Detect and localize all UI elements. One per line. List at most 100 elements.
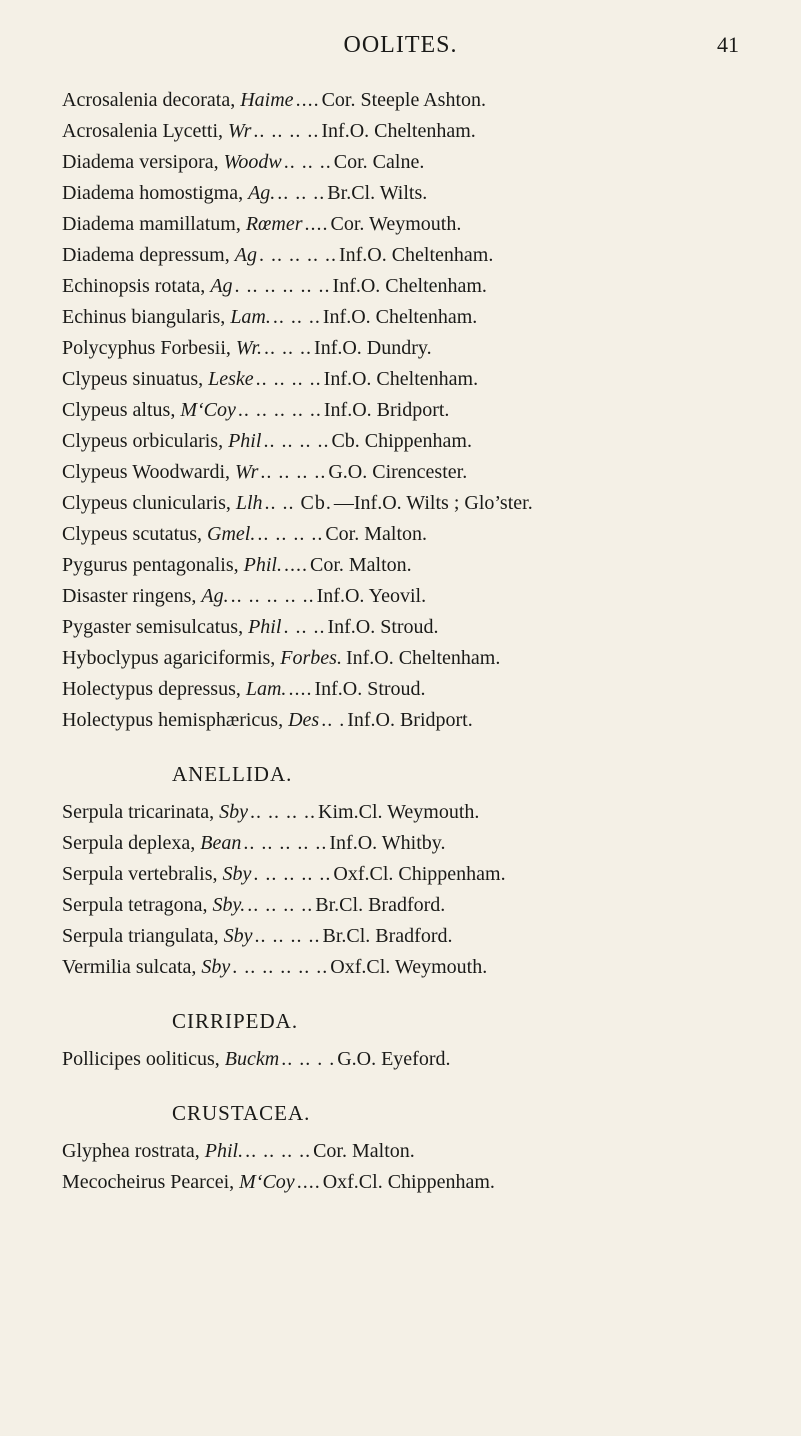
species-label: Pollicipes ooliticus, [62, 1048, 220, 1070]
species-name: Clypeus orbicularis, Phil [62, 426, 261, 457]
entry-row: Clypeus sinuatus, Leske .. .. .. .. Inf.… [62, 364, 739, 395]
species-name: Clypeus sinuatus, Leske [62, 364, 254, 395]
species-name: Vermilia sulcata, Sby [62, 952, 230, 983]
entry-row: Polycyphus Forbesii, Wr. .. .. .. Inf.O.… [62, 333, 739, 364]
species-authority: Lam. [246, 678, 287, 700]
leader-dots: .. .. .. .. .. [236, 395, 324, 426]
entry-row: Vermilia sulcata, Sby. .. .. .. .. .. Ox… [62, 952, 739, 983]
leader-dots: .... [303, 209, 331, 240]
leader-dots: .. .. .. .. [248, 797, 318, 828]
species-authority: Ag. [201, 585, 228, 607]
species-name: Serpula triangulata, Sby [62, 921, 253, 952]
entry-row: Echinopsis rotata, Ag. .. .. .. .. .. In… [62, 271, 739, 302]
entry-row: Clypeus orbicularis, Phil.. .. .. .. Cb.… [62, 426, 739, 457]
leader-dots: .. .. .. .. [251, 116, 321, 147]
entry-row: Holectypus hemisphæricus, Des.. . Inf.O.… [62, 705, 739, 736]
entry-row: Pollicipes ooliticus, Buckm.. .. . . G.O… [62, 1044, 739, 1075]
species-label: Clypeus clunicularis, [62, 492, 231, 514]
leader-dots: .. .. .. .. [243, 1136, 313, 1167]
entry-data: Inf.O. Cheltenham. [324, 364, 478, 395]
entry-row: Clypeus clunicularis, Llh.. .. Cb. —Inf.… [62, 488, 739, 519]
species-label: Pygaster semisulcatus, [62, 616, 243, 638]
entry-data: Inf.O. Bridport. [347, 705, 473, 736]
leader-dots: .... [282, 550, 310, 581]
leader-dots: .. .. .. [282, 147, 334, 178]
entry-row: Clypeus Woodwardi, Wr.. .. .. .. G.O. Ci… [62, 457, 739, 488]
leader-dots: . .. .. [281, 612, 327, 643]
entry-data: Cor. Weymouth. [331, 209, 462, 240]
species-label: Clypeus scutatus, [62, 523, 202, 545]
species-label: Serpula tricarinata, [62, 801, 214, 823]
species-authority: Leske [208, 368, 254, 390]
species-authority: Wr [235, 461, 258, 483]
species-authority: Phil [228, 430, 261, 452]
leader-dots: .. .. .. .. [258, 457, 328, 488]
entry-row: Pygurus pentagonalis, Phil. .... Cor. Ma… [62, 550, 739, 581]
entry-row: Diadema homostigma, Ag. .. .. .. Br.Cl. … [62, 178, 739, 209]
entry-data: Inf.O. Cheltenham. [346, 643, 500, 674]
leader-dots: .. .. Cb. [263, 488, 334, 519]
species-authority: Lam. [230, 306, 271, 328]
page-number: 41 [699, 32, 739, 58]
species-authority: Ag [210, 275, 232, 297]
species-label: Diadema homostigma, [62, 182, 243, 204]
species-label: Clypeus orbicularis, [62, 430, 223, 452]
entry-data: Kim.Cl. Weymouth. [318, 797, 479, 828]
species-label: Holectypus depressus, [62, 678, 241, 700]
species-label: Holectypus hemisphæricus, [62, 709, 283, 731]
species-name: Clypeus altus, M‘Coy [62, 395, 236, 426]
species-authority: Rœmer [246, 213, 303, 235]
entry-row: Pygaster semisulcatus, Phil. .. .. Inf.O… [62, 612, 739, 643]
species-label: Acrosalenia decorata, [62, 89, 235, 111]
species-label: Echinopsis rotata, [62, 275, 205, 297]
entry-row: Clypeus altus, M‘Coy .. .. .. .. .. Inf.… [62, 395, 739, 426]
species-name: Diadema mamillatum, Rœmer [62, 209, 303, 240]
species-name: Pygaster semisulcatus, Phil [62, 612, 281, 643]
species-authority: M‘Coy [180, 399, 236, 421]
entry-row: Hyboclypus agariciformis, Forbes. Inf.O.… [62, 643, 739, 674]
entry-data: Inf.O. Cheltenham. [333, 271, 487, 302]
species-name: Hyboclypus agariciformis, Forbes. [62, 643, 342, 674]
species-label: Diadema mamillatum, [62, 213, 241, 235]
entry-data: Inf.O. Dundry. [314, 333, 432, 364]
running-head: OOLITES. [102, 32, 699, 59]
species-label: Hyboclypus agariciformis, [62, 647, 275, 669]
species-name: Clypeus clunicularis, Llh [62, 488, 263, 519]
entry-row: Echinus biangularis, Lam. .. .. .. Inf.O… [62, 302, 739, 333]
species-label: Polycyphus Forbesii, [62, 337, 231, 359]
species-name: Serpula tricarinata, Sby [62, 797, 248, 828]
species-authority: Sby [224, 925, 253, 947]
species-label: Diadema versipora, [62, 151, 219, 173]
species-name: Holectypus depressus, Lam. [62, 674, 286, 705]
leader-dots: .. .. .. .. [253, 921, 323, 952]
leader-dots: .. .. .. .. [261, 426, 331, 457]
entry-data: Br.Cl. Bradford. [323, 921, 453, 952]
species-authority: Sby. [213, 894, 246, 916]
species-name: Echinus biangularis, Lam. [62, 302, 271, 333]
entry-data: Inf.O. Stroud. [314, 674, 425, 705]
species-authority: Wr. [236, 337, 262, 359]
leader-dots: .... [294, 85, 322, 116]
entry-data: Inf.O. Cheltenham. [321, 116, 475, 147]
species-label: Acrosalenia Lycetti, [62, 120, 223, 142]
leader-dots: . .. .. .. .. [257, 240, 339, 271]
section-block: Pollicipes ooliticus, Buckm.. .. . . G.O… [62, 1044, 739, 1075]
content-body: Acrosalenia decorata, Haime .... Cor. St… [62, 85, 739, 1198]
species-name: Serpula tetragona, Sby. [62, 890, 245, 921]
entry-data: Cor. Malton. [310, 550, 412, 581]
species-label: Glyphea rostrata, [62, 1140, 200, 1162]
entry-row: Acrosalenia Lycetti, Wr.. .. .. .. Inf.O… [62, 116, 739, 147]
species-name: Clypeus scutatus, Gmel. [62, 519, 255, 550]
section-block: Serpula tricarinata, Sby.. .. .. .. Kim.… [62, 797, 739, 983]
species-label: Serpula triangulata, [62, 925, 219, 947]
section-title: CRUSTACEA. [62, 1101, 739, 1126]
entry-row: Holectypus depressus, Lam. .... Inf.O. S… [62, 674, 739, 705]
entry-row: Mecocheirus Pearcei, M‘Coy .... Oxf.Cl. … [62, 1167, 739, 1198]
species-label: Serpula deplexa, [62, 832, 195, 854]
entry-data: Br.Cl. Wilts. [327, 178, 427, 209]
entry-data: Inf.O. Yeovil. [317, 581, 426, 612]
species-authority: Ag [235, 244, 257, 266]
entry-data: Cor. Calne. [334, 147, 425, 178]
entry-data: Inf.O. Stroud. [327, 612, 438, 643]
species-name: Pollicipes ooliticus, Buckm [62, 1044, 279, 1075]
